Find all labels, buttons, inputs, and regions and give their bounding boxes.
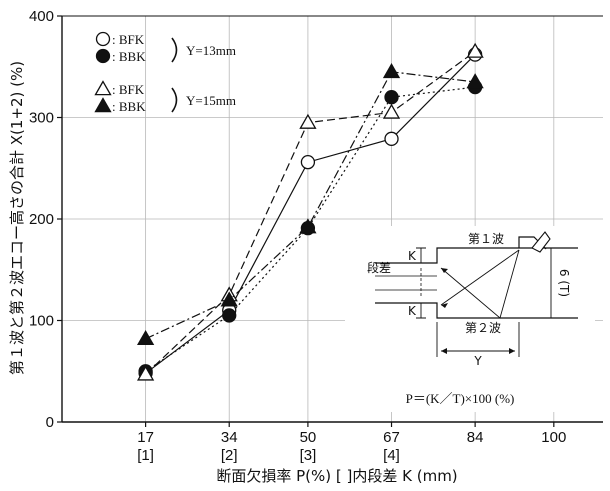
data-point: [136, 329, 155, 346]
x-tick-sublabel: [2]: [221, 447, 238, 464]
data-point: [466, 73, 484, 89]
legend-group-label: Y=13mm: [186, 43, 236, 58]
legend-marker: [94, 80, 112, 96]
x-tick-label: 100: [541, 429, 566, 446]
inset-background: [345, 226, 595, 412]
y-tick-label: 300: [29, 110, 54, 127]
x-tick-sublabel: [4]: [383, 447, 400, 464]
data-point: [299, 113, 317, 129]
k-dimension-bottom: [416, 302, 426, 319]
data-point: [222, 308, 237, 323]
y-tick-label: 200: [29, 211, 54, 228]
k-label-bottom: K: [408, 304, 417, 318]
formula-text: P＝(K／T)×100 (%): [406, 391, 515, 406]
data-point: [384, 131, 399, 146]
legend-label: : BBK: [112, 49, 146, 64]
axes: [57, 15, 603, 427]
series-line: [145, 86, 476, 372]
x-tick-sublabel: [3]: [300, 447, 317, 464]
legend-label: : BFK: [112, 32, 145, 47]
x-axis-title: 断面欠損率 P(%) [ ]内段差 K (mm): [216, 467, 457, 485]
data-point: [220, 291, 238, 307]
data-point: [136, 365, 155, 381]
data-point: [299, 218, 317, 234]
arrowhead-second: [441, 268, 448, 273]
data-point: [300, 155, 316, 170]
plate-top-edge: [375, 247, 578, 264]
data-point: [382, 63, 401, 79]
legend-marker: [94, 97, 112, 113]
data-point: [382, 103, 401, 119]
legend-group-label: Y=15mm: [186, 93, 236, 108]
y-axis-title: 第１波と第２波エコー高さの合計 X(1+2) (%): [8, 61, 26, 375]
series-layer: [136, 42, 484, 381]
y-tick-label: 100: [29, 313, 54, 330]
first-wave-label: 第１波: [468, 232, 504, 246]
x-tick-label: 84: [467, 429, 484, 446]
t-dimension: [546, 247, 556, 319]
step-label: 段差: [367, 260, 391, 275]
x-tick-label: 17: [137, 429, 154, 446]
data-point: [466, 42, 484, 58]
data-point: [384, 90, 399, 105]
legend-bracket: [171, 37, 178, 63]
legend-label: : BBK: [112, 99, 146, 114]
y-tick-label: 400: [29, 8, 54, 25]
legend-marker: [95, 31, 111, 47]
y-tick-label: 0: [46, 414, 54, 431]
legend: : BFK : BBK : BFK : BBK Y=13mm Y=15mm: [94, 31, 236, 114]
plate-inner-lines: [375, 275, 437, 291]
plate-bottom-edge: [375, 302, 578, 319]
tick-labels: 0 100 200 300 400 17[1] 34[2] 50[3] 67[4] 84 100: [29, 8, 566, 464]
legend-marker: [95, 48, 111, 64]
k-label-top: K: [408, 249, 417, 263]
x-tick-label: 67: [383, 429, 400, 446]
k-dimension-top: [416, 247, 426, 264]
legend-bracket: [171, 87, 178, 113]
second-wave-label: 第２波: [465, 321, 501, 335]
beam-second-wave: [440, 249, 520, 319]
y-label: Y: [473, 354, 482, 368]
t-label: 6 (T): [557, 269, 571, 297]
beam-first-wave: [440, 249, 520, 306]
x-tick-label: 50: [300, 429, 317, 446]
x-tick-sublabel: [1]: [137, 447, 154, 464]
arrowhead-first: [441, 303, 448, 308]
probe-head: [531, 231, 551, 253]
x-tick-label: 34: [221, 429, 238, 446]
legend-label: : BFK: [112, 82, 145, 97]
y-dimension: [436, 322, 520, 357]
series-3: [136, 63, 484, 346]
